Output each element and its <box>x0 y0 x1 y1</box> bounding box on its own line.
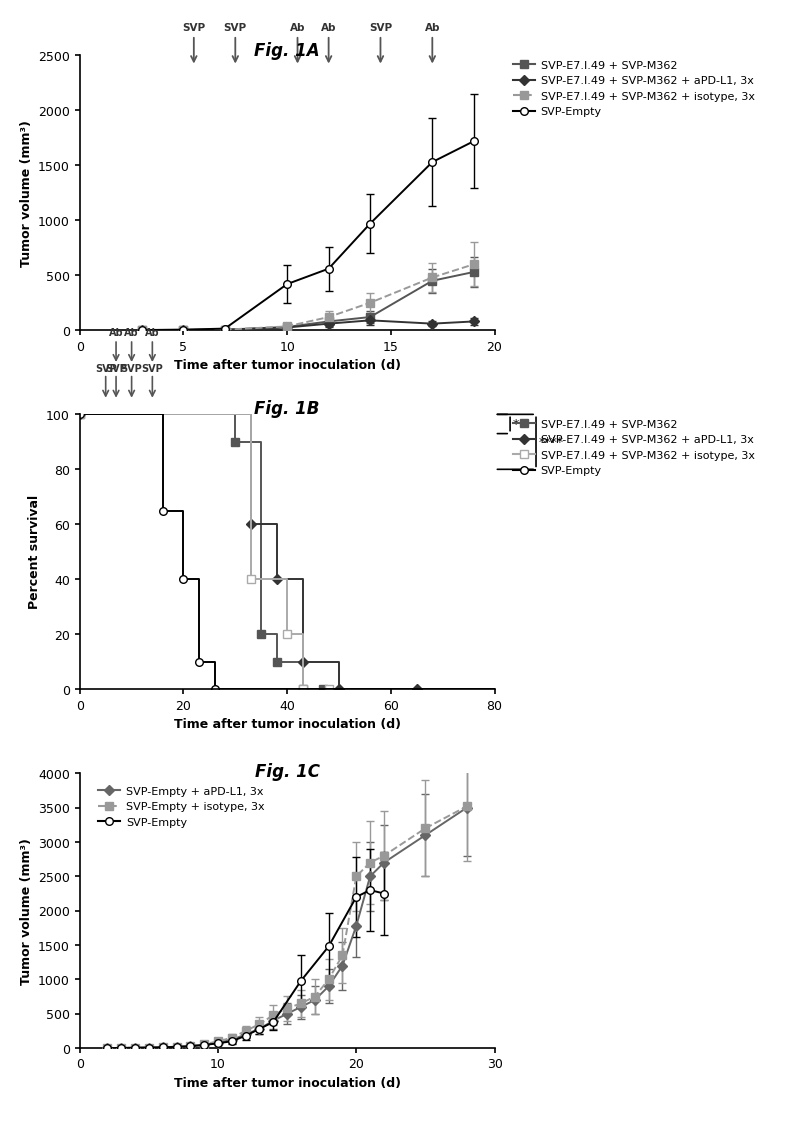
Text: SVP: SVP <box>105 363 127 373</box>
Text: SVP: SVP <box>183 22 205 33</box>
Legend: SVP-Empty + aPD-L1, 3x, SVP-Empty + isotype, 3x, SVP-Empty: SVP-Empty + aPD-L1, 3x, SVP-Empty + isot… <box>93 781 269 832</box>
Text: *: * <box>512 418 519 430</box>
Text: SVP: SVP <box>141 363 163 373</box>
Legend: SVP-E7.I.49 + SVP-M362, SVP-E7.I.49 + SVP-M362 + aPD-L1, 3x, SVP-E7.I.49 + SVP-M: SVP-E7.I.49 + SVP-M362, SVP-E7.I.49 + SV… <box>508 56 759 121</box>
Legend: SVP-E7.I.49 + SVP-M362, SVP-E7.I.49 + SVP-M362 + aPD-L1, 3x, SVP-E7.I.49 + SVP-M: SVP-E7.I.49 + SVP-M362, SVP-E7.I.49 + SV… <box>508 415 759 480</box>
X-axis label: Time after tumor inoculation (d): Time after tumor inoculation (d) <box>174 359 400 372</box>
Text: Ab: Ab <box>289 22 305 33</box>
Text: SVP: SVP <box>95 363 116 373</box>
Text: Ab: Ab <box>424 22 440 33</box>
Text: SVP: SVP <box>224 22 246 33</box>
Text: SVP: SVP <box>369 22 391 33</box>
Text: Fig. 1B: Fig. 1B <box>254 400 320 418</box>
Text: SVP: SVP <box>120 363 143 373</box>
Text: Fig. 1A: Fig. 1A <box>254 41 320 59</box>
Text: ****: **** <box>538 436 563 448</box>
Y-axis label: Percent survival: Percent survival <box>28 495 41 609</box>
Text: Ab: Ab <box>320 22 336 33</box>
Y-axis label: Tumor volume (mm³): Tumor volume (mm³) <box>20 120 33 267</box>
Text: Ab: Ab <box>145 327 159 337</box>
Text: Fig. 1C: Fig. 1C <box>254 762 320 780</box>
X-axis label: Time after tumor inoculation (d): Time after tumor inoculation (d) <box>174 717 400 731</box>
X-axis label: Time after tumor inoculation (d): Time after tumor inoculation (d) <box>174 1076 400 1090</box>
Text: Ab: Ab <box>124 327 139 337</box>
Y-axis label: Tumor volume (mm³): Tumor volume (mm³) <box>20 837 33 984</box>
Text: Ab: Ab <box>108 327 124 337</box>
